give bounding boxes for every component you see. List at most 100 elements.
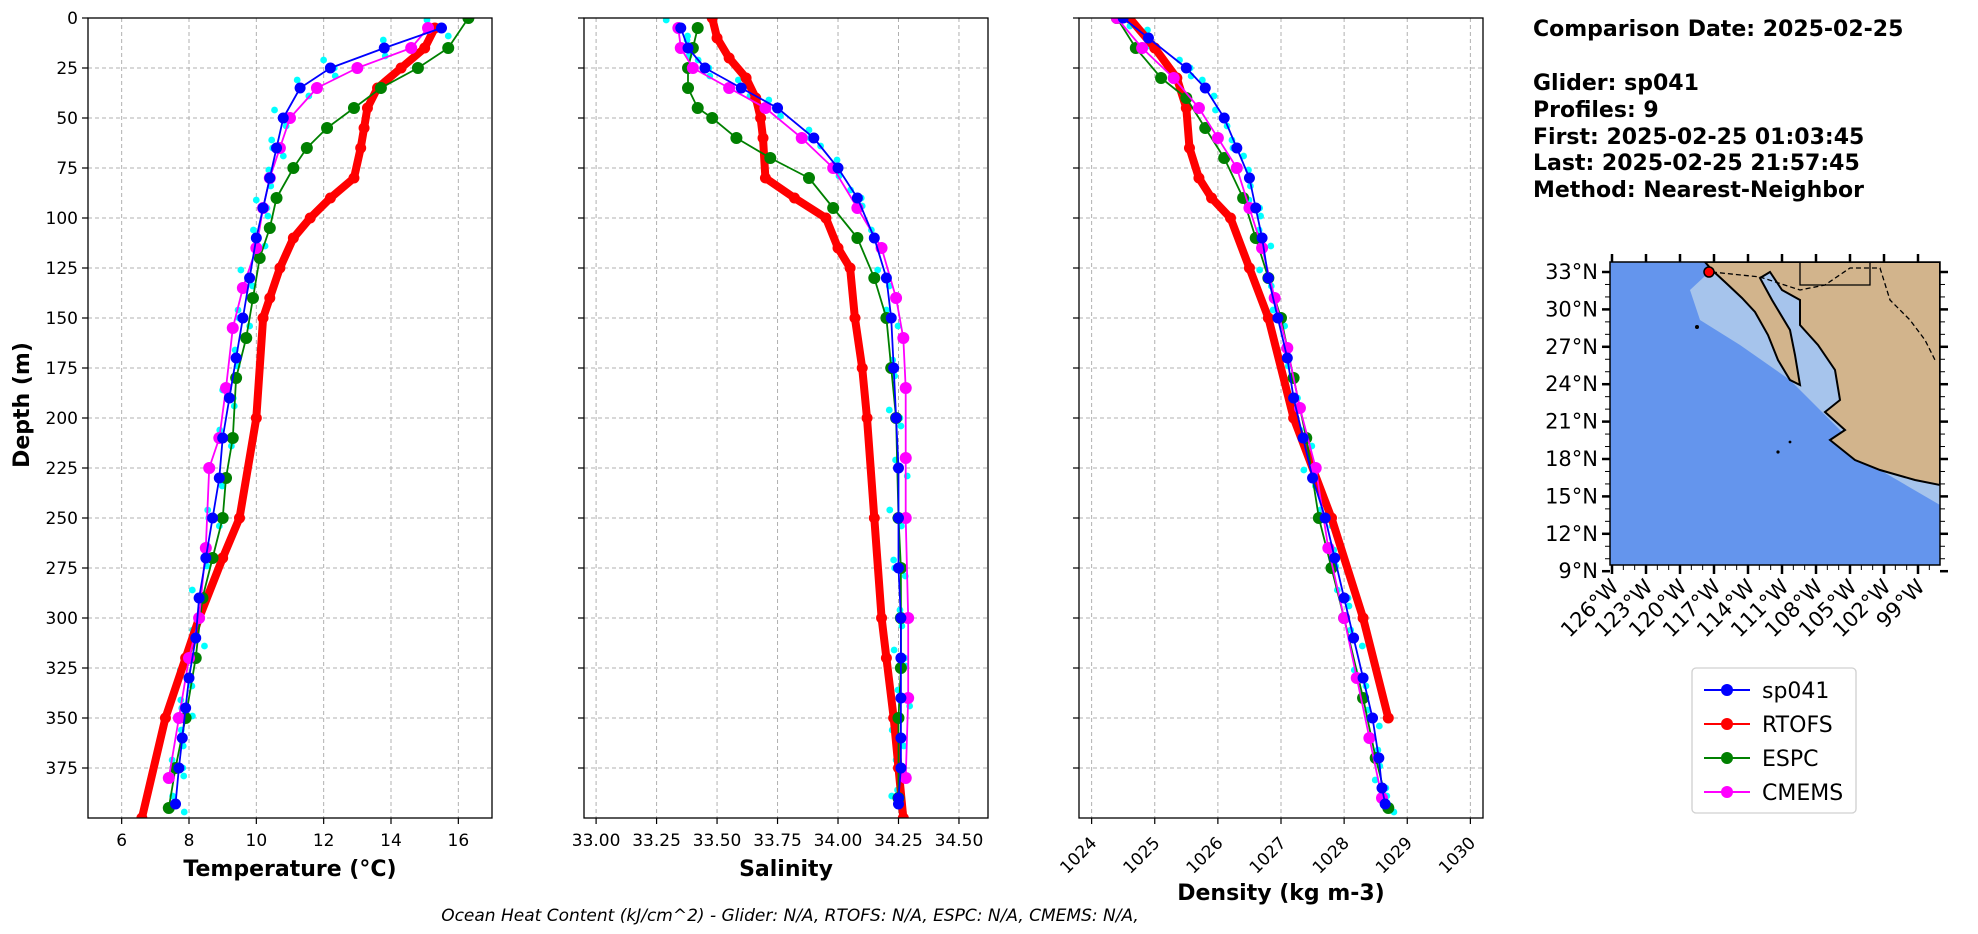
- x-tick-label: 1027: [1246, 833, 1291, 878]
- glider-profile-point: [444, 32, 452, 40]
- data-point-sp041: [890, 412, 902, 424]
- data-point-sp041: [1329, 552, 1341, 564]
- data-point-sp041: [294, 82, 306, 94]
- y-tick-label: 250: [46, 509, 78, 529]
- legend-swatch-marker: [1721, 718, 1733, 730]
- x-tick-label: 1030: [1435, 833, 1480, 878]
- data-point-sp041: [880, 272, 892, 284]
- data-point-cmems: [899, 452, 912, 464]
- data-point-sp041: [675, 22, 687, 34]
- y-tick-label: 75: [56, 159, 78, 179]
- glider-profile-point: [379, 36, 387, 44]
- data-point-espc: [246, 292, 259, 304]
- data-point-sp041: [851, 192, 863, 204]
- data-point-espc: [851, 232, 864, 244]
- ocean-heat-content-footer: Ocean Heat Content (kJ/cm^2) - Glider: N…: [441, 906, 1139, 926]
- data-point-sp041: [277, 112, 289, 124]
- legend-swatch-marker: [1721, 684, 1733, 696]
- glider-profile-point: [777, 112, 784, 120]
- series-line-espc: [1116, 18, 1390, 809]
- data-point-sp041: [1348, 632, 1360, 644]
- data-point-sp041: [324, 62, 336, 74]
- data-point-sp041: [1357, 672, 1369, 684]
- data-point-rtofs: [250, 412, 262, 424]
- data-point-sp041: [892, 562, 904, 574]
- data-point-sp041: [808, 132, 820, 144]
- data-point-cmems: [686, 62, 699, 74]
- data-point-espc: [270, 192, 283, 204]
- data-point-espc: [321, 122, 334, 134]
- data-point-cmems: [1230, 162, 1243, 174]
- data-point-sp041: [892, 798, 904, 810]
- data-point-rtofs: [849, 312, 861, 324]
- map-island: [1788, 440, 1792, 444]
- data-point-sp041: [1376, 782, 1388, 794]
- data-point-espc: [802, 172, 815, 184]
- data-point-sp041: [1307, 472, 1319, 484]
- data-point-espc: [240, 332, 253, 344]
- data-point-rtofs: [1183, 142, 1195, 154]
- data-point-sp041: [895, 692, 907, 704]
- map-island: [1695, 325, 1699, 329]
- data-point-sp041: [264, 172, 276, 184]
- data-point-espc: [442, 42, 455, 54]
- y-tick-label: 50: [56, 109, 78, 129]
- data-point-espc: [868, 272, 881, 284]
- data-point-espc: [827, 202, 840, 214]
- data-point-sp041: [378, 42, 390, 54]
- x-tick-label: 1025: [1120, 833, 1165, 878]
- data-point-sp041: [250, 232, 262, 244]
- data-point-espc: [682, 82, 695, 94]
- data-point-rtofs: [856, 362, 868, 374]
- data-point-espc: [411, 62, 424, 74]
- x-tick-label: 33.00: [572, 831, 621, 851]
- data-point-rtofs: [832, 242, 844, 254]
- legend-label: RTOFS: [1762, 713, 1833, 738]
- glider-profile-point: [218, 482, 226, 490]
- data-point-rtofs: [361, 102, 373, 114]
- map-lat-label: 30°N: [1545, 297, 1598, 321]
- data-point-rtofs: [897, 812, 909, 818]
- data-point-sp041: [1218, 112, 1230, 124]
- data-point-rtofs: [844, 262, 856, 274]
- y-tick-label: 350: [46, 709, 78, 729]
- data-point-rtofs: [324, 192, 336, 204]
- plot-area: [1110, 18, 1398, 816]
- info-comparison-date: Comparison Date: 2025-02-25: [1533, 17, 1903, 42]
- data-point-espc: [1155, 72, 1168, 84]
- x-tick-label: 34.50: [935, 831, 984, 851]
- series-line-sp041: [1122, 18, 1387, 805]
- data-point-cmems: [310, 82, 323, 94]
- data-point-sp041: [1231, 142, 1243, 154]
- map-island: [1776, 450, 1780, 454]
- map-lat-label: 18°N: [1545, 447, 1598, 471]
- data-point-rtofs: [136, 812, 148, 818]
- map-land: [1703, 262, 1940, 487]
- data-point-espc: [1218, 152, 1231, 164]
- data-point-rtofs: [287, 232, 299, 244]
- data-point-sp041: [868, 232, 880, 244]
- y-tick-label: 300: [46, 609, 78, 629]
- y-tick-label: 125: [46, 259, 78, 279]
- data-point-rtofs: [1225, 212, 1236, 224]
- series-line-cmems: [167, 27, 429, 779]
- x-tick-label: 6: [116, 831, 127, 851]
- data-point-sp041: [190, 632, 202, 644]
- info-first: First: 2025-02-25 01:03:45: [1533, 125, 1864, 150]
- location-map: 33°N30°N27°N24°N21°N18°N15°N12°N9°N126°W…: [1545, 254, 1948, 642]
- x-tick-label: 1028: [1309, 833, 1354, 878]
- data-point-rtofs: [419, 42, 431, 54]
- data-point-cmems: [897, 332, 910, 344]
- temperature-panel: 0 25 50 75 100 125 150 175 200 225 250 275 300 325 350…: [46, 9, 493, 882]
- x-tick-label: 16: [448, 831, 470, 851]
- data-point-espc: [730, 132, 743, 144]
- data-point-espc: [226, 432, 239, 444]
- map-lat-label: 9°N: [1558, 559, 1598, 583]
- glider-profile-point: [890, 556, 898, 564]
- data-point-rtofs: [723, 52, 735, 64]
- data-point-rtofs: [355, 142, 367, 154]
- data-point-sp041: [436, 22, 447, 34]
- data-point-cmems: [759, 102, 772, 114]
- data-point-sp041: [237, 312, 249, 324]
